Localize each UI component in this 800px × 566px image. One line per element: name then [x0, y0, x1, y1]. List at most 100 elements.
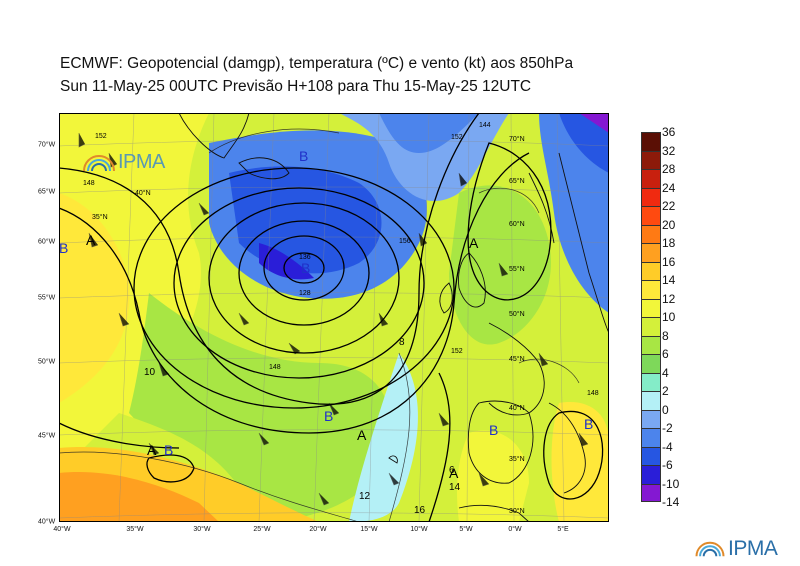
colorbar-label: -14	[662, 495, 680, 509]
high-centre: A	[86, 232, 96, 248]
colorbar-label: -2	[662, 421, 673, 435]
colorbar-cell	[641, 169, 661, 188]
colorbar-label: 6	[662, 347, 669, 361]
lon-tick: 35°W	[126, 526, 144, 533]
colorbar-label: 14	[662, 273, 676, 287]
high-centre: A	[357, 427, 367, 443]
lat-marker: 70°N	[509, 135, 525, 143]
ipma-arc-icon	[83, 154, 115, 171]
temperature-colorbar	[641, 132, 661, 502]
chart-title-line2: Sun 11-May-25 00UTC Previsão H+108 para …	[60, 78, 532, 95]
low-centre: B	[59, 240, 68, 256]
lat-marker: 60°N	[509, 220, 525, 228]
lon-tick: 5°E	[557, 526, 569, 533]
lat-tick: 40°W	[38, 518, 56, 526]
lat-tick: 55°W	[38, 294, 56, 302]
lat-marker: 30°N	[509, 507, 525, 515]
colorbar-cell	[641, 224, 661, 243]
colorbar-cell	[641, 150, 661, 169]
isotherm-label: 14	[449, 482, 461, 493]
contour-label: 152	[451, 134, 463, 141]
low-centre: B	[164, 442, 173, 458]
lat-tick: 70°W	[38, 141, 56, 149]
lon-tick: 25°W	[253, 526, 271, 533]
isotherm-label: 6	[449, 465, 455, 476]
colorbar-cell	[641, 391, 661, 410]
colorbar-cell	[641, 446, 661, 465]
colorbar-label: 0	[662, 402, 669, 417]
colorbar-cell	[641, 261, 661, 280]
isotherm-label: 12	[359, 491, 371, 502]
lat-marker: 35°N	[509, 455, 525, 463]
colorbar-label: 22	[662, 199, 676, 213]
contour-label: 144	[479, 122, 491, 129]
lat-marker: 40°N	[135, 189, 151, 197]
colorbar-cell	[641, 187, 661, 206]
contour-label: 148	[269, 364, 281, 371]
low-centre: B	[301, 260, 310, 276]
high-centre: A	[449, 465, 459, 481]
colorbar-label: 28	[662, 162, 676, 176]
colorbar-label: 12	[662, 291, 676, 306]
low-centre: B	[489, 422, 498, 438]
lat-tick: 45°W	[38, 432, 56, 440]
colorbar-label: -4	[662, 439, 673, 454]
colorbar-label: 2	[662, 384, 669, 398]
colorbar-label: 10	[662, 310, 676, 324]
lon-tick: 0°W	[508, 526, 522, 533]
contour-label: 136	[299, 254, 311, 261]
lat-tick: 60°W	[38, 238, 56, 246]
colorbar-label: -10	[662, 476, 680, 491]
weather-map: B A B B A A B A B A B B 152 136 128 148 …	[59, 113, 609, 522]
colorbar-label: 36	[662, 125, 676, 139]
colorbar-cell	[641, 465, 661, 484]
lat-marker: 35°N	[92, 213, 108, 221]
colorbar-cell	[641, 280, 661, 299]
colorbar-label: 4	[662, 365, 669, 380]
contour-label: 152	[451, 348, 463, 355]
ipma-logo-map: IPMA	[82, 151, 165, 174]
colorbar-label: -6	[662, 458, 673, 472]
ipma-logo-text: IPMA	[728, 537, 778, 560]
colorbar-label: 32	[662, 143, 676, 158]
lat-marker: 55°N	[509, 265, 525, 273]
colorbar-cell	[641, 335, 661, 354]
low-centre: B	[584, 416, 593, 432]
colorbar-cell	[641, 428, 661, 447]
colorbar-label: 18	[662, 236, 676, 250]
lon-tick: 10°W	[410, 526, 428, 533]
isotherm-label: 10	[144, 367, 156, 378]
low-centre: B	[324, 408, 333, 424]
colorbar-label: 20	[662, 217, 676, 232]
lat-tick: 50°W	[38, 358, 56, 366]
colorbar-cell	[641, 243, 661, 262]
contour-label: 148	[83, 180, 95, 187]
ipma-logo-text: IPMA	[118, 151, 165, 173]
lat-marker: 40°N	[509, 404, 525, 412]
colorbar-label: 8	[662, 328, 669, 343]
ipma-logo: IPMA	[694, 537, 778, 561]
colorbar-cell	[641, 483, 661, 502]
high-centre: A	[469, 235, 479, 251]
isotherm-label: 16	[414, 505, 426, 516]
colorbar-cell	[641, 132, 661, 151]
chart-title-line1: ECMWF: Geopotencial (damgp), temperatura…	[60, 55, 574, 72]
lat-marker: 65°N	[509, 177, 525, 185]
isotherm-label: 8	[399, 337, 405, 348]
colorbar-label: 16	[662, 254, 676, 269]
lon-tick: 40°W	[53, 526, 71, 533]
colorbar-cell	[641, 409, 661, 428]
colorbar-cell	[641, 354, 661, 373]
lat-marker: 45°N	[509, 355, 525, 363]
lat-marker: 50°N	[509, 310, 525, 318]
contour-label: 152	[95, 133, 107, 140]
lon-tick: 15°W	[360, 526, 378, 533]
colorbar-cell	[641, 298, 661, 317]
lon-tick: 5°W	[459, 526, 473, 533]
contour-label: 148	[587, 390, 599, 397]
ipma-arc-icon	[695, 541, 725, 557]
contour-label: 128	[299, 290, 311, 297]
colorbar-cell	[641, 372, 661, 391]
lon-tick: 20°W	[309, 526, 327, 533]
colorbar-label: 24	[662, 180, 676, 195]
